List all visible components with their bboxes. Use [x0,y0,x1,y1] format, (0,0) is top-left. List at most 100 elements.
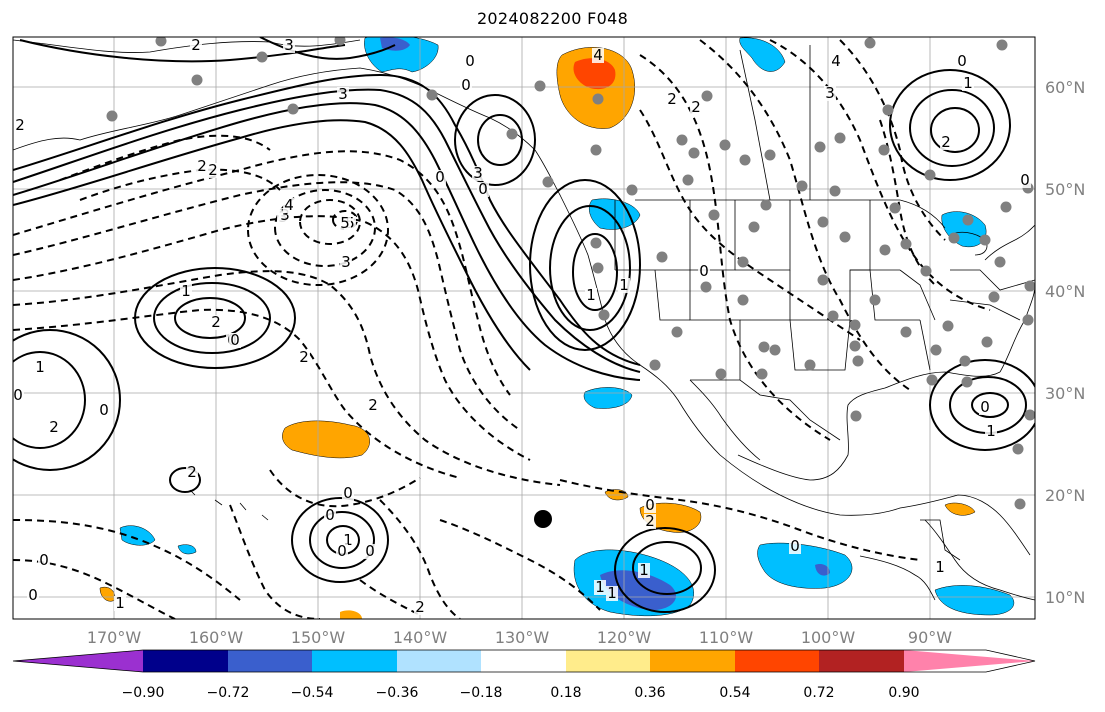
contour-label-bg [585,288,597,303]
station-dot [878,144,890,156]
station-dot [256,51,268,63]
political-borders [614,45,1035,561]
lat-label: 30°N [1045,384,1085,403]
contour-label-bg [638,563,650,578]
contour-label-bg [14,118,26,133]
station-dot [988,291,1000,303]
colorbar-tick-label: −0.18 [460,685,503,701]
shade-blue-mexico [757,542,853,589]
colorbar-segment [735,650,819,672]
lon-label: 130°W [495,628,550,647]
contour-label-bg [690,100,702,115]
station-dot [598,309,610,321]
contour-label-bg [460,78,472,93]
contour-label-bg [830,54,842,69]
storm-center-marker [534,510,552,528]
contour-label: 3 [341,253,351,271]
contour-low-ring [529,179,642,351]
contour-high-ring [889,69,1012,181]
colorbar-segment [650,650,735,672]
contour-label-bg [644,514,656,529]
contour-label: 2 [208,161,218,179]
station-dot [760,199,772,211]
contour-label-bg [666,92,678,107]
station-dot [869,294,881,306]
contour-label-bg [229,333,241,348]
contour-high-ring [930,107,981,153]
station-dot [426,89,438,101]
contour-label-bg [367,398,379,413]
station-dot [769,344,781,356]
station-dot [948,232,960,244]
contour-label-bg [324,508,336,523]
shade-orange-bottom [340,610,362,619]
contour-label: 2 [197,157,207,175]
contour-label-bg [114,596,126,611]
shade-blue-bc [739,37,786,72]
colorbar-outline [12,649,1036,673]
station-dot [796,180,808,192]
station-dot [590,144,602,156]
station-dot [849,319,861,331]
contour-label: 4 [284,196,294,214]
shade-blue-caribbean [934,585,1015,616]
contour-high-ring [326,525,361,555]
station-dot [590,237,602,249]
contour-label: 0 [980,398,990,416]
station-dot [155,37,167,47]
contour-lines [13,37,1035,619]
colorbar-tick-label: 0.72 [803,685,834,701]
contour-label: 1 [35,358,45,376]
lon-label: 100°W [801,628,856,647]
station-dot [979,234,991,246]
contour-label-bg [339,216,351,231]
station-dot [287,103,299,115]
station-dot [334,37,346,46]
station-dot [852,355,864,367]
contour-label-bg [434,170,446,185]
graticule [13,37,1035,619]
contour-label-bg [1019,173,1031,188]
contour-label-bg [210,315,222,330]
shade-orange-caribbean [944,502,976,516]
contour-label: 2 [941,133,951,151]
contour-label: 2 [191,36,201,54]
lat-label: 60°N [1045,78,1085,97]
contour-dashed [13,215,531,461]
contour-low-ring [572,233,619,311]
lon-label: 150°W [291,628,346,647]
station-dot [920,265,932,277]
contour-label-bg [298,350,310,365]
contour-label-bg [414,600,426,615]
contour-label: 1 [586,286,596,304]
lat-label: 50°N [1045,180,1085,199]
contour-label-bg [180,284,192,299]
colorbar-tick-labels: −0.90 −0.72 −0.54 −0.36 −0.18 0.18 0.36 … [122,685,920,701]
map-frame [12,36,1036,620]
contour-high-ring [909,89,996,167]
station-dot [701,90,713,102]
contour-dashed [13,308,461,479]
lat-label: 10°N [1045,588,1085,607]
contour-dashed [839,39,946,241]
contour-label-bg [186,465,198,480]
contour-solid [13,88,641,373]
station-dot [626,184,638,196]
contour-high-ring [929,359,1035,451]
contour-label-bg [698,264,710,279]
contour-label: 3 [338,85,348,103]
longitude-labels: 170°W 160°W 150°W 140°W 130°W 120°W 110°… [87,628,952,647]
contour-label: 0 [461,76,471,94]
coastlines [13,39,1035,601]
contour-dashed [439,519,601,611]
contour-high-ring [477,114,524,166]
contour-label: 0 [28,586,38,604]
lon-label: 170°W [87,628,142,647]
contour-label-bg [336,544,348,559]
colorbar-segment [228,650,312,672]
station-dot [506,128,518,140]
station-dot [764,149,776,161]
contour-low-ring [274,189,377,267]
station-dot [829,185,841,197]
station-dot [592,93,604,105]
